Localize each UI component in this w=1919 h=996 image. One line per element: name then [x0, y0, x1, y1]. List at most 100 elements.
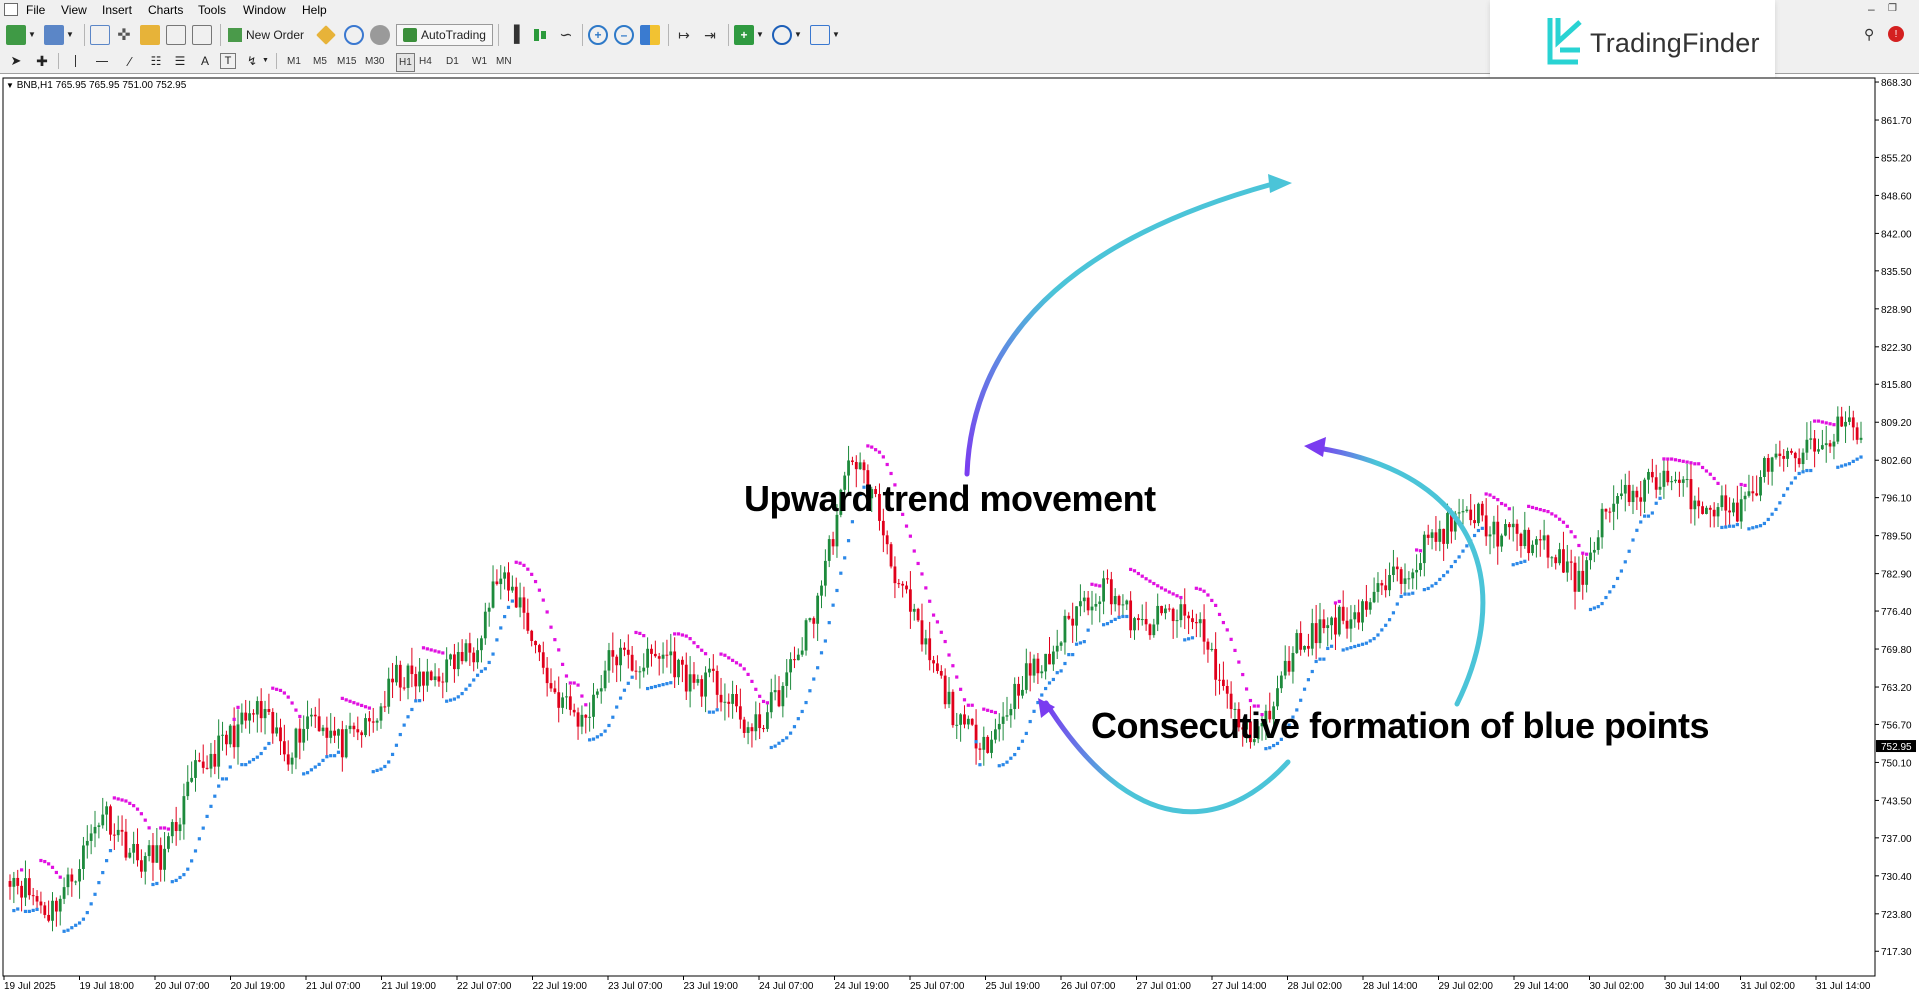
sar-point-blue	[325, 755, 329, 759]
candle-bull	[1337, 606, 1341, 635]
timeframe-m30[interactable]: M30	[365, 56, 385, 67]
candle-bear	[1268, 710, 1272, 720]
templates-icon[interactable]	[810, 25, 830, 45]
autoscroll-icon[interactable]: ⇥	[704, 26, 716, 43]
candle-bear	[1851, 417, 1855, 428]
notification-icon[interactable]: !	[1888, 26, 1904, 42]
sar-point-blue	[66, 928, 70, 932]
candle-bull	[607, 650, 611, 671]
zoom-in-icon[interactable]: +	[588, 25, 608, 45]
sar-point-magenta	[1496, 498, 1500, 502]
timeframe-h4[interactable]: H4	[419, 56, 432, 67]
sar-point-magenta	[43, 859, 47, 864]
menu-tools[interactable]: Tools	[198, 3, 227, 17]
candle-bull	[1368, 602, 1372, 610]
strategy-tester-icon[interactable]	[192, 25, 212, 45]
candle-bear	[31, 895, 35, 897]
menu-window[interactable]: Window	[243, 3, 286, 17]
fibonacci-icon[interactable]: ☰	[174, 54, 186, 68]
market-watch-icon[interactable]	[90, 25, 110, 45]
sar-point-magenta	[147, 826, 151, 830]
new-order-button[interactable]: New Order	[228, 25, 304, 45]
candle-bull	[1353, 612, 1357, 620]
vertical-line-icon[interactable]	[68, 53, 82, 69]
autotrading-button[interactable]: AutoTrading	[396, 24, 493, 46]
candle-bull	[696, 679, 700, 683]
timeframe-m5[interactable]: M5	[313, 56, 327, 67]
candle-bear	[1666, 470, 1670, 483]
text-label-icon[interactable]: T	[220, 53, 236, 69]
text-icon[interactable]: A	[200, 54, 209, 68]
zoom-out-icon[interactable]: –	[614, 25, 634, 45]
candle-bear	[1225, 685, 1229, 694]
menu-file[interactable]: File	[26, 3, 46, 17]
chevron-down-icon[interactable]: ▼	[262, 57, 269, 64]
terminal-icon[interactable]	[166, 25, 186, 45]
new-chart-icon[interactable]	[6, 25, 26, 45]
market-icon[interactable]	[370, 25, 390, 45]
cursor-icon[interactable]: ➤	[10, 53, 22, 68]
candle-bear	[1724, 495, 1728, 511]
price-chart[interactable]: 868.30 861.70 855.20 848.60 842.00 835.50 828.…	[0, 76, 1919, 996]
chevron-down-icon[interactable]: ▼	[794, 30, 802, 39]
candle-bear	[1840, 416, 1844, 427]
periods-icon[interactable]	[772, 25, 792, 45]
menu-insert[interactable]: Insert	[102, 3, 133, 17]
app-icon[interactable]	[4, 3, 18, 16]
metaeditor-icon[interactable]	[316, 25, 336, 45]
sar-point-magenta	[1333, 601, 1338, 605]
trendline-icon[interactable]: ⁄	[128, 53, 132, 69]
timeframe-w1[interactable]: W1	[472, 56, 487, 67]
navigator-icon[interactable]	[140, 25, 160, 45]
menu-charts[interactable]: Charts	[148, 3, 184, 17]
sar-point-magenta	[1156, 584, 1160, 588]
sar-point-blue	[1071, 653, 1075, 657]
chevron-down-icon[interactable]: ▼	[832, 30, 840, 39]
candle-bull	[1612, 503, 1616, 512]
profiles-icon[interactable]	[44, 25, 64, 45]
menu-help[interactable]: Help	[302, 3, 327, 17]
sar-point-blue	[615, 705, 619, 709]
sar-point-blue	[1384, 623, 1388, 627]
horizontal-line-icon[interactable]	[94, 53, 110, 69]
menu-view[interactable]: View	[61, 3, 87, 17]
timeframe-m1[interactable]: M1	[287, 56, 301, 67]
candle-bear	[1086, 597, 1090, 611]
sar-point-magenta	[1507, 507, 1511, 511]
timeframe-mn[interactable]: MN	[496, 56, 512, 67]
timeframe-d1[interactable]: D1	[446, 56, 459, 67]
indicators-icon[interactable]: +	[734, 25, 754, 45]
chevron-down-icon[interactable]: ▼	[66, 30, 74, 39]
chart-window[interactable]: 868.30 861.70 855.20 848.60 842.00 835.50 828.…	[0, 76, 1919, 996]
minimize-icon[interactable]: –	[1868, 2, 1875, 16]
chevron-down-icon[interactable]: ▼	[28, 30, 36, 39]
signals-icon[interactable]	[344, 25, 364, 45]
sar-point-blue	[1268, 746, 1272, 750]
chevron-down-icon[interactable]: ▼	[756, 30, 764, 39]
line-chart-icon[interactable]: ∽	[559, 27, 573, 44]
crosshair-icon[interactable]: ✜	[117, 27, 131, 44]
sar-point-blue	[201, 826, 205, 830]
sar-point-magenta	[1094, 583, 1098, 587]
sar-point-magenta	[584, 703, 588, 707]
search-icon[interactable]: ⚲	[1864, 26, 1875, 42]
sar-point-magenta	[549, 625, 553, 629]
sar-point-blue	[387, 760, 391, 764]
timeframe-h1[interactable]: H1	[396, 53, 415, 72]
candle-bear	[1426, 534, 1430, 538]
candle-bear	[1214, 648, 1218, 680]
timeframe-m15[interactable]: M15	[337, 56, 357, 67]
sar-point-blue	[1380, 628, 1384, 632]
arrows-icon[interactable]: ↯	[246, 54, 258, 68]
chart-shift-icon[interactable]: ↦	[678, 26, 690, 43]
candle-bear	[986, 736, 990, 753]
restore-icon[interactable]: ❐	[1888, 3, 1897, 14]
sar-point-blue	[460, 691, 464, 696]
sar-point-blue	[1279, 737, 1283, 741]
tile-windows-icon[interactable]	[640, 25, 660, 45]
bar-chart-icon[interactable]: ▐	[508, 26, 520, 43]
sar-point-blue	[510, 599, 514, 603]
channel-icon[interactable]: ☷	[150, 54, 162, 68]
candlestick-icon[interactable]	[530, 25, 550, 45]
crosshair-tool-icon[interactable]: ✚	[36, 52, 48, 69]
